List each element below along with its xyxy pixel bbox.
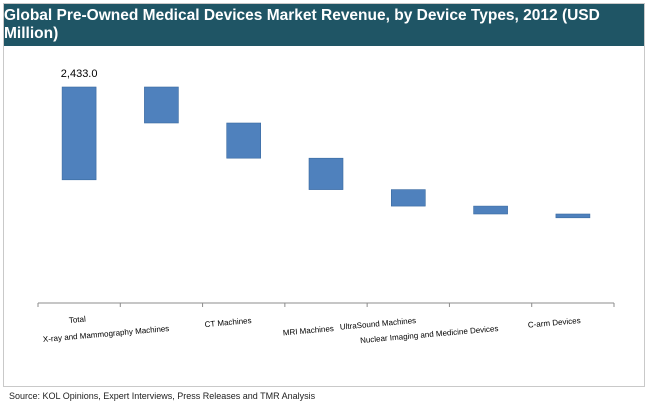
bar-4 xyxy=(390,189,426,207)
bar-1 xyxy=(144,86,179,124)
x-tick-label-4: UltraSound Machines xyxy=(339,316,416,332)
bar-5 xyxy=(473,205,508,215)
bar-2 xyxy=(226,122,261,159)
bar-6 xyxy=(555,213,591,219)
data-label-0: 2,433.0 xyxy=(61,68,98,80)
chart-title: Global Pre-Owned Medical Devices Market … xyxy=(4,4,644,46)
bar-0 xyxy=(61,86,97,181)
x-tick-label-3: MRI Machines xyxy=(282,324,334,337)
chart-frame: Global Pre-Owned Medical Devices Market … xyxy=(3,3,645,387)
x-tick-label-2: CT Machines xyxy=(204,316,252,329)
x-tick-label-0: Total xyxy=(69,315,87,325)
x-tick-label-6: C-arm Devices xyxy=(528,316,581,330)
bar-3 xyxy=(308,157,344,190)
x-tick-label-1: X-ray and Mammography Machines xyxy=(43,324,170,344)
source-note: Source: KOL Opinions, Expert Interviews,… xyxy=(9,391,316,401)
